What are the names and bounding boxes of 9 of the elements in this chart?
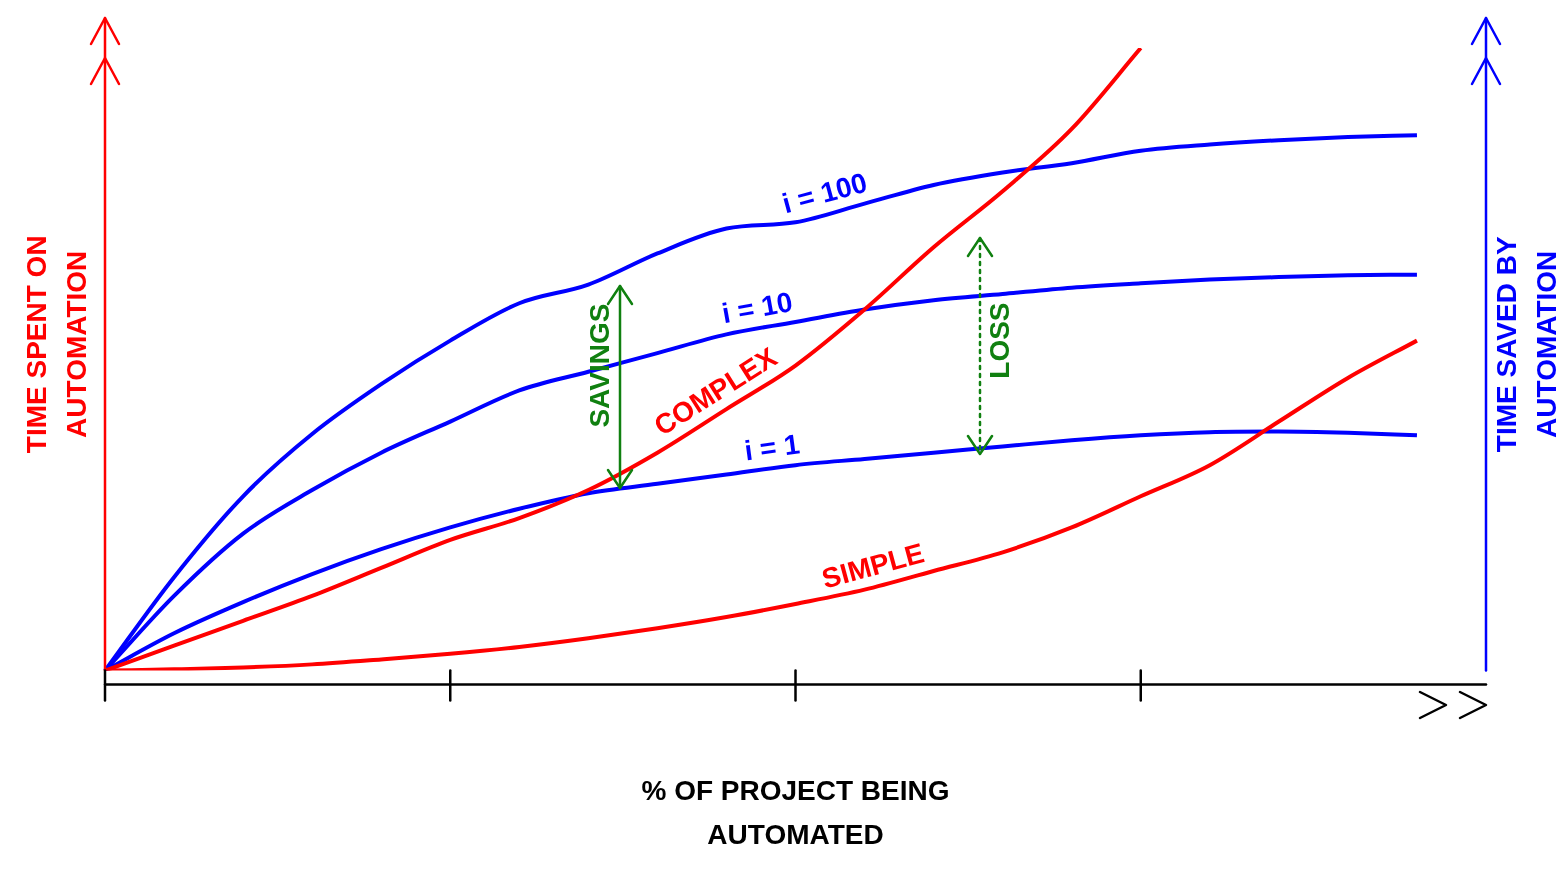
y-axis-title: TIME SPENT ON AUTOMATION xyxy=(20,235,92,454)
text: SIMPLE xyxy=(818,537,928,595)
annotation: LOSS xyxy=(983,302,1015,379)
annotation: SAVINGS xyxy=(583,303,615,428)
y2-axis-title: TIME SAVED BY AUTOMATION xyxy=(1490,236,1562,453)
text: i = 100 xyxy=(778,166,871,220)
text: i = 1 xyxy=(742,428,802,467)
x-axis-title: % OF PROJECT BEING AUTOMATED xyxy=(641,775,950,851)
text: i = 10 xyxy=(719,286,795,330)
